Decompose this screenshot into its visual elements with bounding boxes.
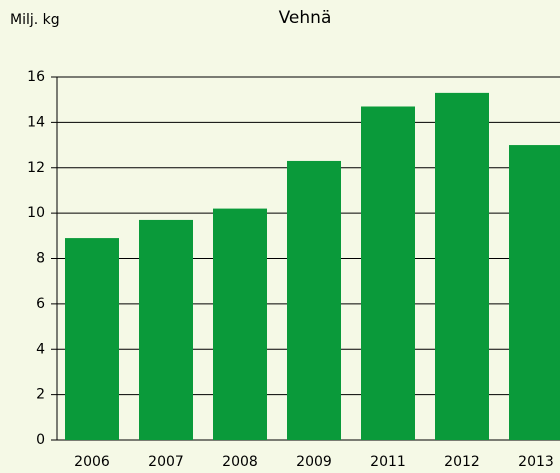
bar (139, 219, 193, 440)
y-tick-label: 0 (36, 432, 45, 448)
x-tick-label: 2008 (222, 454, 258, 470)
x-tick-label: 2009 (296, 454, 332, 470)
y-tick-label: 4 (36, 341, 45, 357)
y-tick-label: 6 (36, 296, 45, 312)
x-tick-label: 2013 (518, 454, 554, 470)
x-tick-label: 2011 (370, 454, 406, 470)
bar (509, 145, 560, 440)
bar (361, 106, 415, 441)
bar (65, 238, 119, 440)
x-tick-label: 2007 (148, 454, 184, 470)
y-tick-label: 2 (36, 387, 45, 403)
y-tick-label: 14 (27, 114, 45, 130)
y-tick-label: 8 (36, 251, 45, 267)
bar (287, 160, 341, 440)
x-tick-label: 2006 (74, 454, 110, 470)
x-tick-label: 2012 (444, 454, 480, 470)
chart-title: Vehnä (279, 8, 332, 28)
bar (435, 92, 489, 440)
y-tick-label: 12 (27, 160, 45, 176)
y-tick-label: 10 (27, 205, 45, 221)
y-tick-label: 16 (27, 69, 45, 85)
y-axis-label: Milj. kg (10, 12, 60, 28)
bar (213, 208, 267, 440)
